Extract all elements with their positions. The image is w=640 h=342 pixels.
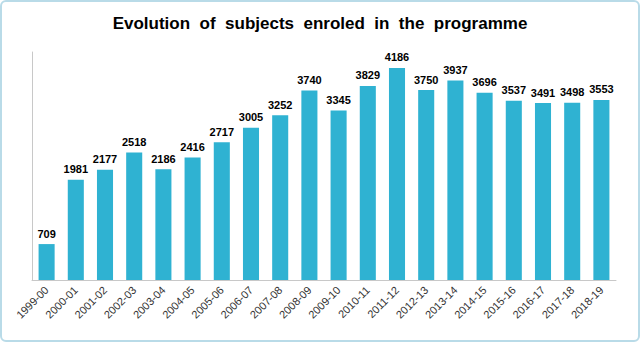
- svg-text:3537: 3537: [502, 84, 526, 96]
- svg-text:2518: 2518: [122, 136, 146, 148]
- svg-text:2005-06: 2005-06: [189, 283, 226, 321]
- svg-text:2000-01: 2000-01: [43, 283, 80, 321]
- svg-text:2018-19: 2018-19: [569, 284, 606, 321]
- svg-text:2015-16: 2015-16: [481, 283, 518, 321]
- svg-text:2003-04: 2003-04: [130, 283, 168, 321]
- svg-text:3937: 3937: [443, 64, 467, 76]
- svg-text:3750: 3750: [414, 74, 438, 86]
- svg-text:2016-17: 2016-17: [510, 283, 548, 321]
- svg-text:2001-02: 2001-02: [72, 283, 110, 321]
- svg-text:3696: 3696: [472, 76, 496, 88]
- svg-text:3740: 3740: [297, 74, 321, 86]
- svg-text:3345: 3345: [326, 94, 350, 106]
- svg-text:Evolution of subjects enrol: Evolution of subjects enroled in the pro…: [113, 14, 528, 33]
- svg-text:2002-03: 2002-03: [101, 283, 139, 321]
- svg-text:2017-18: 2017-18: [539, 283, 577, 321]
- svg-text:2012-13: 2012-13: [393, 283, 431, 321]
- svg-text:2177: 2177: [93, 153, 117, 165]
- svg-text:4186: 4186: [385, 51, 409, 63]
- svg-text:2013-14: 2013-14: [422, 283, 460, 321]
- svg-text:3491: 3491: [531, 87, 555, 99]
- svg-text:2416: 2416: [180, 141, 204, 153]
- svg-text:709: 709: [37, 228, 55, 240]
- svg-text:3005: 3005: [239, 111, 263, 123]
- svg-text:2717: 2717: [210, 126, 234, 138]
- svg-text:2011-12: 2011-12: [364, 283, 402, 321]
- svg-text:1999-00: 1999-00: [13, 283, 51, 321]
- svg-text:2004-05: 2004-05: [159, 283, 197, 321]
- svg-text:2006-07: 2006-07: [218, 283, 256, 321]
- svg-text:2010-11: 2010-11: [335, 283, 372, 321]
- svg-text:3252: 3252: [268, 99, 292, 111]
- svg-text:2014-15: 2014-15: [451, 283, 489, 321]
- svg-text:2008-09: 2008-09: [276, 283, 314, 321]
- svg-text:1981: 1981: [64, 163, 88, 175]
- svg-text:3498: 3498: [560, 86, 584, 98]
- svg-text:2186: 2186: [151, 153, 175, 165]
- svg-text:2007-08: 2007-08: [247, 283, 285, 321]
- svg-text:3553: 3553: [589, 83, 613, 95]
- svg-text:2009-10: 2009-10: [306, 284, 343, 321]
- svg-text:3829: 3829: [356, 69, 380, 81]
